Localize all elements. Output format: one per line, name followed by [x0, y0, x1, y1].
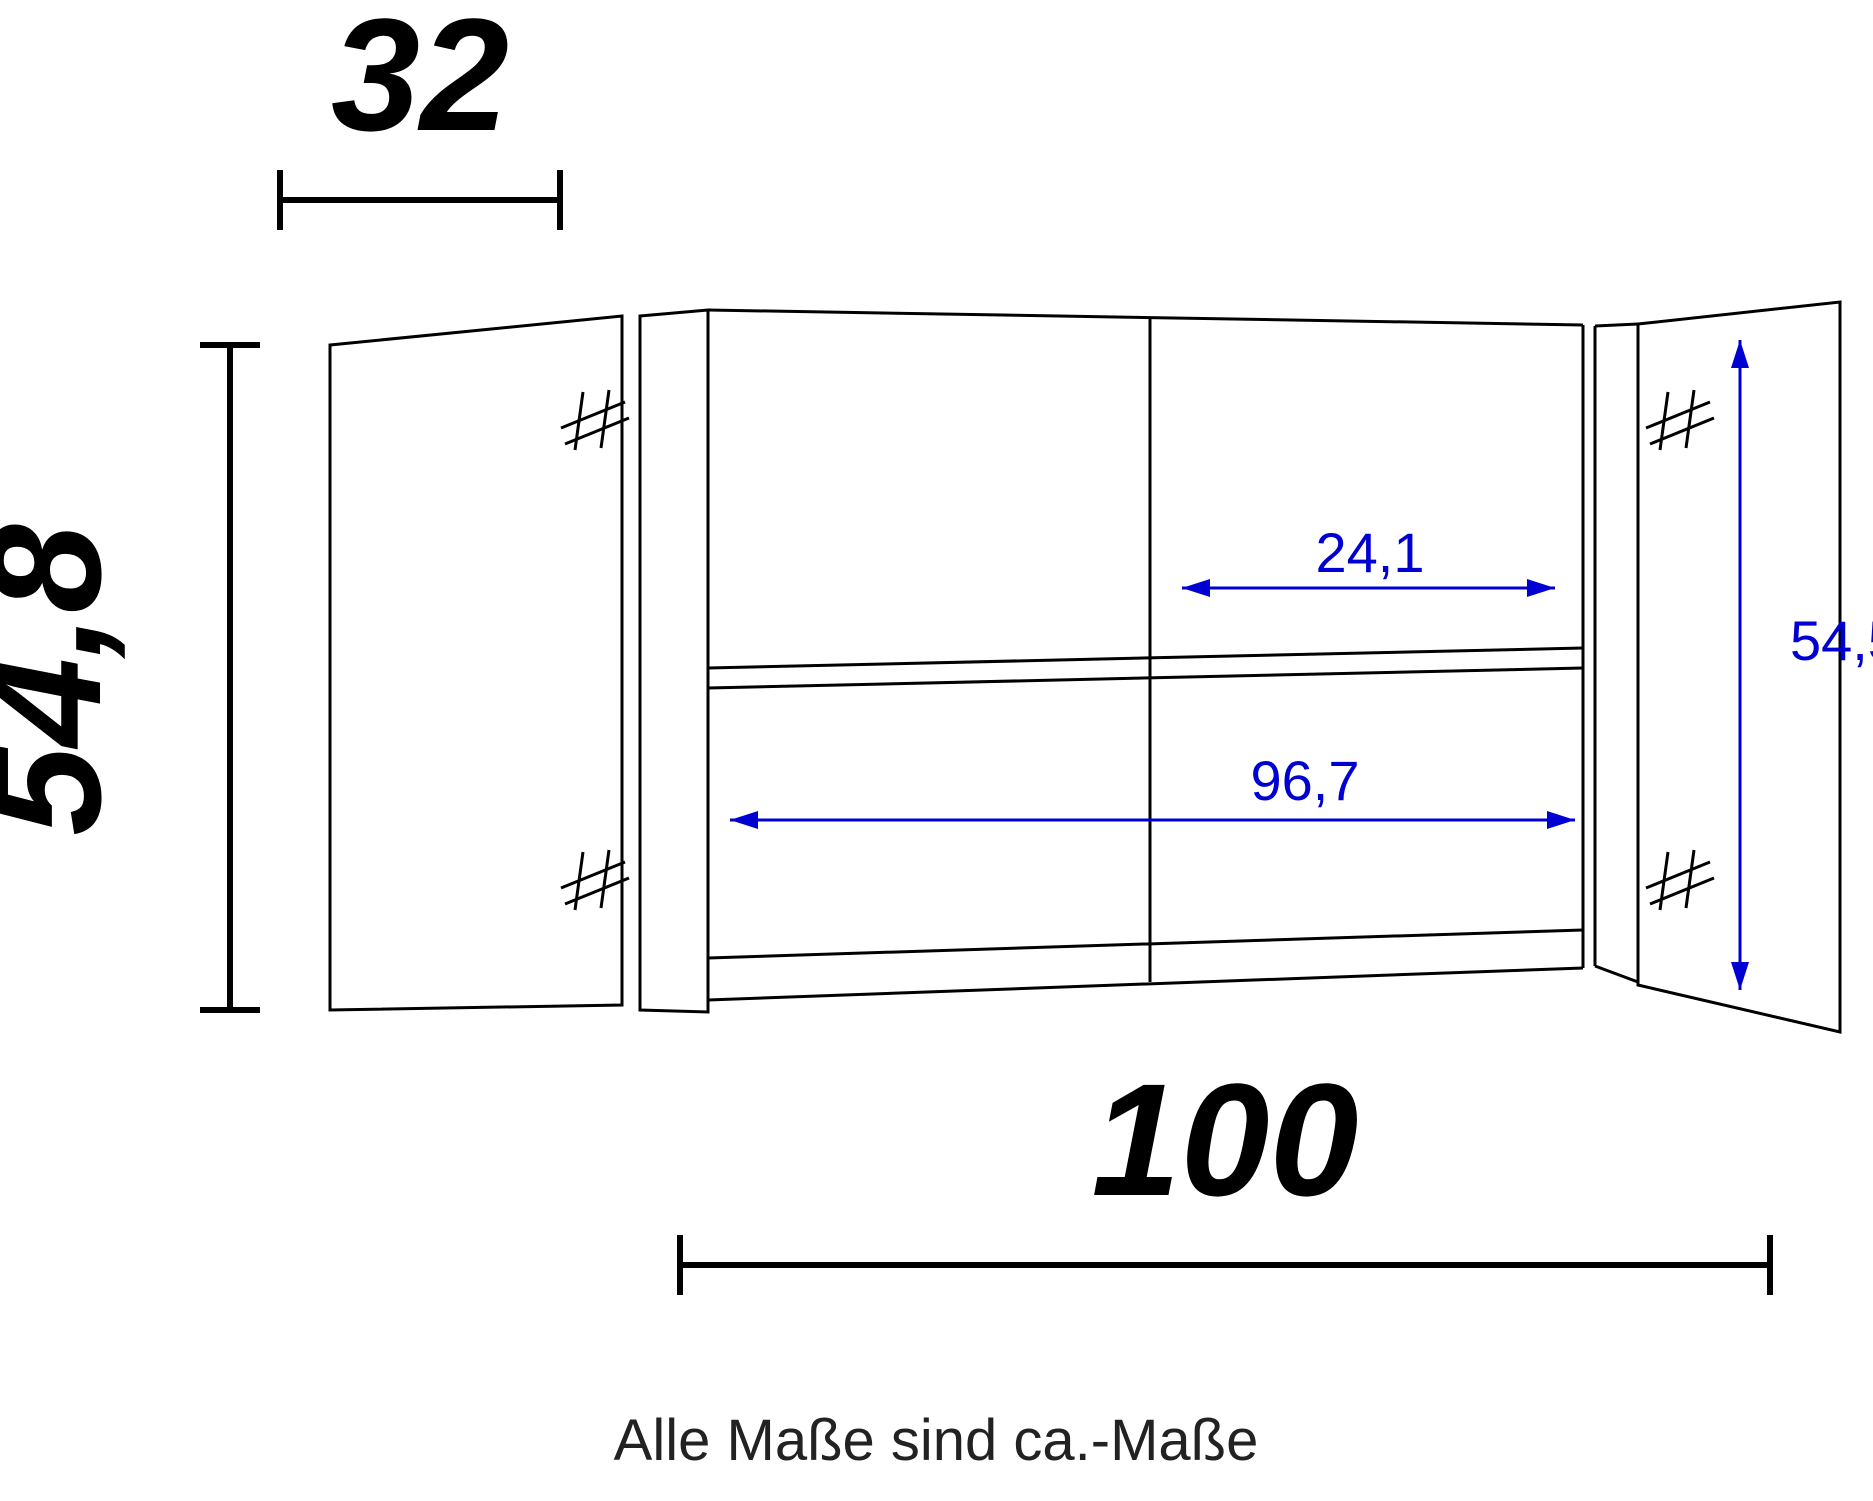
dim-depth: 32 — [331, 0, 509, 164]
dim-shelf-depth: 24,1 — [1316, 521, 1425, 584]
dim-width: 100 — [1092, 1050, 1359, 1229]
dim-inner-width: 96,7 — [1251, 749, 1360, 812]
technical-drawing: 32 54,8 100 24,1 96,7 54,5 Alle Maße sind ca.-… — [0, 0, 1873, 1501]
dim-height: 54,8 — [0, 524, 134, 835]
caption-text: Alle Maße sind ca.-Maße — [614, 1408, 1259, 1473]
dim-inner-height: 54,5 — [1790, 609, 1873, 672]
